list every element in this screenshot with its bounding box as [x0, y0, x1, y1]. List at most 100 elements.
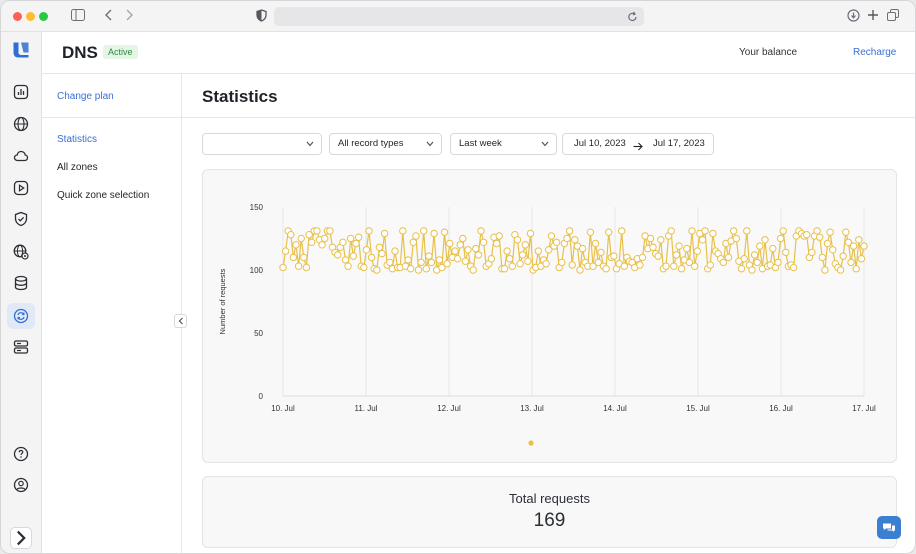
- forward-icon[interactable]: [125, 9, 133, 24]
- data-point: [816, 233, 824, 241]
- icon-rail: [1, 32, 42, 553]
- data-point: [373, 266, 381, 274]
- back-icon[interactable]: [105, 9, 113, 24]
- address-bar[interactable]: [274, 7, 644, 26]
- data-point: [790, 263, 798, 272]
- data-point: [399, 227, 407, 235]
- data-point: [605, 228, 613, 236]
- data-point: [446, 239, 454, 248]
- data-point: [503, 247, 511, 255]
- section-submenu: Change plan Statistics All zones Quick z…: [42, 74, 182, 553]
- data-point: [453, 255, 462, 263]
- data-point: [740, 255, 748, 263]
- chevron-down-icon: [426, 141, 434, 147]
- change-plan-link[interactable]: Change plan: [57, 91, 114, 102]
- data-point: [836, 266, 845, 274]
- dashboard-icon[interactable]: [7, 79, 35, 105]
- page-title: Statistics: [202, 87, 278, 106]
- data-point: [667, 227, 675, 235]
- dns-sync-icon[interactable]: [7, 303, 35, 329]
- data-point: [443, 260, 451, 268]
- sidebar-toggle-icon[interactable]: [71, 9, 85, 24]
- data-point: [362, 246, 371, 254]
- data-point: [344, 262, 352, 270]
- data-point: [594, 258, 602, 267]
- data-point: [698, 236, 707, 244]
- expand-sidebar-button[interactable]: [10, 527, 32, 549]
- collapse-submenu-button[interactable]: [174, 314, 187, 328]
- data-point: [297, 234, 305, 243]
- reload-icon[interactable]: [627, 10, 638, 28]
- tab-overview-icon[interactable]: [887, 9, 899, 24]
- record-type-select-value: All record types: [338, 138, 404, 149]
- account-icon[interactable]: [7, 472, 35, 498]
- data-point: [683, 244, 691, 253]
- data-point: [589, 262, 597, 270]
- data-point: [495, 232, 503, 240]
- data-point: [378, 249, 386, 258]
- data-point: [451, 247, 459, 255]
- data-point: [662, 262, 670, 270]
- date-range-picker[interactable]: Jul 10, 2023 Jul 17, 2023: [562, 133, 714, 155]
- submenu-item-all-zones[interactable]: All zones: [57, 162, 98, 173]
- data-point: [321, 234, 329, 243]
- app-logo-icon[interactable]: [7, 37, 35, 63]
- x-tick-label: 15. Jul: [686, 404, 710, 413]
- data-point: [412, 232, 420, 240]
- cloud-icon[interactable]: [7, 143, 35, 169]
- new-tab-icon[interactable]: [867, 9, 879, 24]
- zone-select[interactable]: [202, 133, 322, 155]
- chevron-left-icon: [178, 317, 183, 325]
- submenu-item-quick-zone-selection[interactable]: Quick zone selection: [57, 190, 150, 201]
- globe-icon[interactable]: [7, 111, 35, 137]
- data-point: [547, 232, 556, 240]
- data-point: [287, 230, 295, 239]
- globe-gear-icon[interactable]: [7, 239, 35, 265]
- data-point: [279, 263, 287, 272]
- data-point: [857, 255, 866, 263]
- data-point: [829, 246, 837, 254]
- data-point: [844, 238, 853, 247]
- data-point: [709, 229, 717, 238]
- y-tick-label: 100: [250, 266, 264, 275]
- y-axis-label: Number of requests: [218, 268, 227, 334]
- data-point: [808, 248, 816, 257]
- data-point: [724, 253, 733, 262]
- data-point: [565, 227, 574, 235]
- data-point: [461, 257, 470, 265]
- data-point: [826, 228, 834, 236]
- play-icon[interactable]: [7, 175, 35, 201]
- zoom-window-button[interactable]: [39, 12, 48, 21]
- data-point: [701, 227, 709, 235]
- downloads-icon[interactable]: [847, 9, 860, 25]
- record-type-select[interactable]: All record types: [329, 133, 442, 155]
- data-point: [334, 251, 342, 259]
- date-to[interactable]: Jul 17, 2023: [653, 138, 705, 149]
- data-point: [386, 258, 394, 267]
- date-from[interactable]: Jul 10, 2023: [574, 138, 626, 149]
- data-point: [677, 265, 686, 273]
- support-chat-button[interactable]: [877, 516, 901, 539]
- data-point: [459, 234, 467, 243]
- data-point: [380, 229, 389, 238]
- data-point: [756, 242, 764, 250]
- help-icon[interactable]: [7, 441, 35, 467]
- privacy-shield-icon[interactable]: [256, 9, 267, 25]
- data-point: [360, 263, 368, 272]
- data-point: [409, 238, 418, 247]
- period-select[interactable]: Last week: [450, 133, 557, 155]
- recharge-link[interactable]: Recharge: [853, 47, 897, 58]
- close-window-button[interactable]: [13, 12, 22, 21]
- data-point: [318, 241, 326, 249]
- submenu-item-statistics[interactable]: Statistics: [57, 134, 98, 145]
- data-point: [456, 241, 464, 249]
- shield-icon[interactable]: [7, 206, 35, 232]
- data-point: [339, 238, 347, 247]
- database-icon[interactable]: [7, 270, 35, 296]
- data-point: [341, 256, 350, 264]
- data-point: [774, 258, 782, 267]
- data-point: [422, 265, 431, 273]
- minimize-window-button[interactable]: [26, 12, 35, 21]
- data-point: [289, 253, 298, 262]
- server-icon[interactable]: [7, 334, 35, 360]
